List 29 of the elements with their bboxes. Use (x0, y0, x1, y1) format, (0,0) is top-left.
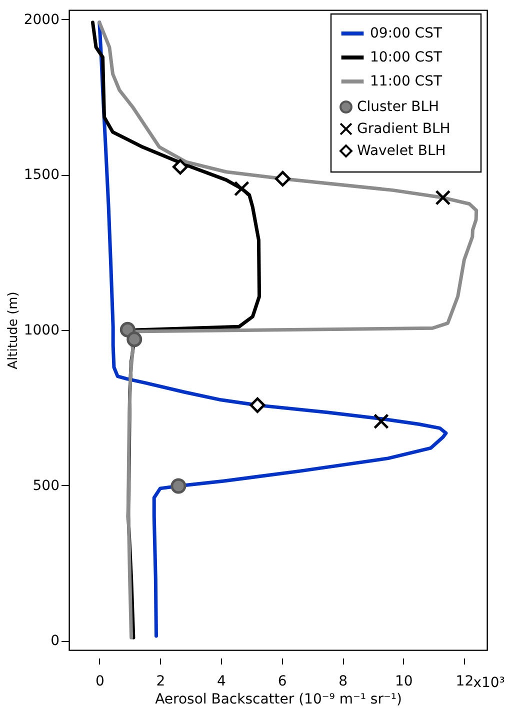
legend-label: Cluster BLH (357, 99, 440, 115)
x-tick-label: 8 (338, 674, 348, 690)
point (435, 190, 451, 206)
y-tick-label: 1000 (24, 322, 60, 338)
y-tick-label: 500 (32, 478, 60, 494)
legend-label: Wavelet BLH (357, 143, 446, 159)
legend-label: 10:00 CST (370, 50, 442, 66)
legend-label: 09:00 CST (370, 26, 442, 42)
point (373, 414, 389, 430)
point (250, 397, 266, 413)
x-tick-label: 2 (156, 674, 166, 690)
y-tick-label: 2000 (24, 12, 60, 28)
legend-label: Gradient BLH (357, 121, 450, 137)
point (234, 180, 250, 196)
x-tick-label: 0 (95, 674, 104, 690)
y-tick-label: 0 (50, 633, 60, 650)
text: x10³ (473, 675, 505, 691)
legend-label: 11:00 CST (370, 74, 442, 90)
y-tick-label: 1500 (24, 167, 60, 184)
x-tick-label: 12 (456, 674, 474, 690)
y-axis-title: Altitude (m) (6, 292, 21, 370)
x-axis-title: Aerosol Backscatter (10⁻⁹ m⁻¹ sr⁻¹) (155, 692, 402, 708)
x-tick-label: 6 (278, 674, 287, 690)
point (170, 478, 186, 494)
point (172, 159, 188, 175)
point (126, 332, 142, 348)
point (274, 170, 290, 186)
x-tick-label: 10 (394, 674, 413, 690)
x-tick-label: 4 (217, 674, 226, 690)
